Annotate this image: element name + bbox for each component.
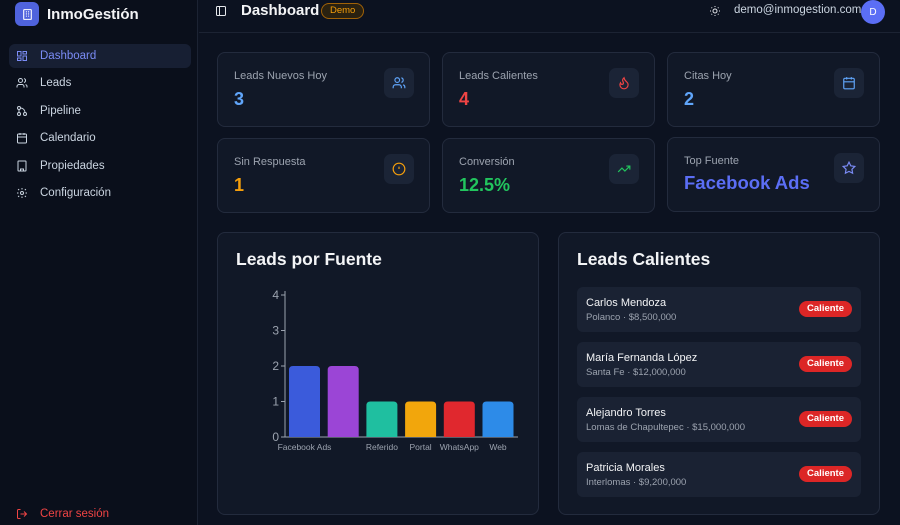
sidebar-item-pipeline[interactable]: Pipeline	[9, 99, 191, 123]
x-tick-label: Portal	[409, 442, 431, 452]
sidebar-item-label: Pipeline	[40, 104, 81, 117]
status-badge: Caliente	[799, 301, 852, 317]
users-icon	[384, 68, 414, 98]
logout-icon	[17, 509, 28, 519]
dashboard-icon	[17, 51, 27, 61]
sidebar-item-configuracion[interactable]: Configuración	[9, 181, 191, 205]
stat-card-leads-calientes: Leads Calientes 4	[442, 52, 655, 127]
stat-value: 4	[459, 89, 470, 109]
bar[interactable]	[405, 401, 437, 438]
sidebar-item-label: Calendario	[40, 132, 96, 145]
demo-badge: Demo	[321, 3, 365, 19]
stat-label: Top Fuente	[684, 155, 740, 167]
x-tick-label: Web	[489, 442, 507, 452]
bar[interactable]	[327, 366, 359, 437]
top-header: Dashboard Demo demo@inmogestion.com D	[199, 0, 900, 33]
sidebar-item-label: Propiedades	[40, 159, 105, 172]
lead-meta: Polanco · $8,500,000	[586, 312, 677, 323]
stat-value: 12.5%	[459, 175, 511, 195]
stat-card-citas-hoy: Citas Hoy 2	[667, 52, 880, 127]
lead-name: María Fernanda López	[586, 352, 698, 364]
y-tick-label: 3	[272, 324, 279, 338]
sidebar-item-leads[interactable]: Leads	[9, 71, 191, 95]
status-badge: Caliente	[799, 356, 852, 372]
sidebar-item-label: Leads	[40, 77, 72, 90]
stat-label: Leads Calientes	[459, 70, 538, 82]
x-tick-label: Referido	[366, 442, 398, 452]
stat-value: 3	[234, 89, 245, 109]
stat-value: Facebook Ads	[684, 172, 810, 193]
lead-row[interactable]: Alejandro Torres Lomas de Chapultepec · …	[577, 397, 861, 442]
stat-value: 2	[684, 89, 695, 109]
app-name: InmoGestión	[47, 5, 139, 23]
x-tick-label: Facebook Ads	[278, 442, 332, 452]
lead-meta: Interlomas · $9,200,000	[586, 477, 687, 488]
sun-icon[interactable]	[709, 5, 721, 17]
stat-label: Leads Nuevos Hoy	[234, 70, 327, 82]
sidebar-item-propiedades[interactable]: Propiedades	[9, 154, 191, 178]
stat-label: Citas Hoy	[684, 70, 732, 82]
stat-card-leads-nuevos: Leads Nuevos Hoy 3	[217, 52, 430, 127]
brand[interactable]: InmoGestión	[15, 2, 139, 26]
avatar[interactable]: D	[861, 0, 885, 24]
bar[interactable]	[289, 366, 320, 437]
status-badge: Caliente	[799, 466, 852, 482]
sidebar-nav: Dashboard Leads Pipeline Calendario Prop…	[9, 44, 191, 208]
lead-meta: Santa Fe · $12,000,000	[586, 367, 686, 378]
lead-name: Patricia Morales	[586, 462, 665, 474]
stat-value: 1	[234, 175, 245, 195]
user-email: demo@inmogestion.com	[734, 4, 862, 16]
pipeline-icon	[17, 105, 27, 116]
page-title: Dashboard	[241, 2, 320, 19]
gear-icon	[17, 187, 27, 198]
y-tick-label: 0	[272, 430, 279, 444]
alert-icon	[384, 154, 414, 184]
leads-calientes-panel: Leads Calientes Carlos Mendoza Polanco ·…	[558, 232, 880, 515]
lead-row[interactable]: María Fernanda López Santa Fe · $12,000,…	[577, 342, 861, 387]
chart-title: Leads por Fuente	[236, 249, 382, 269]
calendar-icon	[834, 68, 864, 98]
status-badge: Caliente	[799, 411, 852, 427]
stat-label: Conversión	[459, 156, 515, 168]
bar[interactable]	[482, 401, 514, 438]
leads-por-fuente-panel: Leads por Fuente 0 1 2 3 4 Facebook Ads Referi…	[217, 232, 539, 515]
building-logo-icon	[15, 2, 39, 26]
stat-label: Sin Respuesta	[234, 156, 306, 168]
sidebar-item-dashboard[interactable]: Dashboard	[9, 44, 191, 68]
lead-row[interactable]: Patricia Morales Interlomas · $9,200,000…	[577, 452, 861, 497]
flame-icon	[609, 68, 639, 98]
users-icon	[16, 78, 28, 88]
y-tick-label: 2	[272, 359, 279, 373]
lead-meta: Lomas de Chapultepec · $15,000,000	[586, 422, 745, 433]
x-tick-label: WhatsApp	[440, 442, 479, 452]
sidebar-toggle-icon[interactable]	[215, 5, 227, 17]
sidebar-item-label: Dashboard	[40, 50, 97, 62]
stat-card-top-fuente: Top Fuente Facebook Ads	[667, 137, 880, 212]
panel-title: Leads Calientes	[577, 249, 711, 269]
sidebar: InmoGestión Dashboard Leads Pipeline Cal…	[0, 0, 198, 525]
y-tick-label: 1	[272, 395, 279, 409]
y-tick-label: 4	[272, 288, 279, 302]
sidebar-item-label: Configuración	[40, 186, 111, 199]
bar[interactable]	[366, 401, 398, 438]
star-icon	[834, 153, 864, 183]
bar[interactable]	[443, 401, 475, 438]
sidebar-item-calendario[interactable]: Calendario	[9, 126, 191, 150]
logout-button[interactable]: Cerrar sesión	[16, 508, 109, 520]
calendar-icon	[17, 133, 27, 144]
lead-row[interactable]: Carlos Mendoza Polanco · $8,500,000 Cali…	[577, 287, 861, 332]
lead-name: Alejandro Torres	[586, 407, 666, 419]
stat-card-conversion: Conversión 12.5%	[442, 138, 655, 213]
trending-up-icon	[609, 154, 639, 184]
logout-label: Cerrar sesión	[40, 508, 110, 520]
bar-chart: 0 1 2 3 4 Facebook Ads Referido Portal WhatsApp W…	[272, 288, 518, 452]
building-icon	[17, 160, 27, 172]
lead-name: Carlos Mendoza	[586, 297, 667, 309]
stat-card-sin-respuesta: Sin Respuesta 1	[217, 138, 430, 213]
